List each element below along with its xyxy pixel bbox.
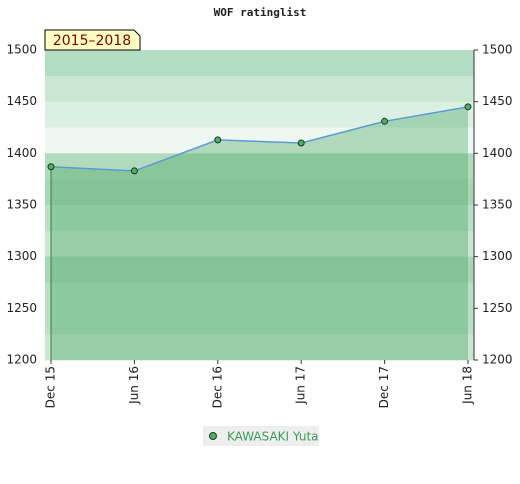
marker [381,117,389,125]
legend-marker [209,432,217,440]
band [45,334,474,361]
x-tick-label: Jun 18 [461,366,475,405]
band [45,205,474,232]
marker [214,136,222,144]
y2-tick-label: 1450 [482,94,513,108]
y-tick-label: 1300 [6,249,37,263]
marker [297,139,305,147]
x-tick-label: Jun 17 [294,366,308,405]
marker [47,163,55,171]
y-tick-label: 1400 [6,146,37,160]
period-box [44,29,141,51]
band [45,75,474,103]
band [45,50,474,77]
legend-box [203,426,319,446]
x-tick-label: Jun 16 [127,366,141,405]
band [45,153,474,180]
background-bands [45,50,474,361]
y-tick-label: 1450 [6,94,37,108]
y2-tick-label: 1300 [482,249,513,263]
y-tick-label: 1350 [6,198,37,212]
marker [464,103,472,111]
y2-tick-label: 1250 [482,301,513,315]
plot [47,103,472,360]
area [51,106,468,360]
y2-tick-label: 1500 [482,43,513,57]
y2-tick-label: 1200 [482,353,513,367]
band [45,256,474,283]
y-tick-label: 1200 [6,353,37,367]
band [45,308,474,335]
marker [130,167,138,175]
band [45,230,474,258]
y2-tick-label: 1350 [482,198,513,212]
x-tick-label: Dec 16 [210,366,224,408]
y-tick-label: 1250 [6,301,37,315]
band [45,101,474,128]
x-tick-label: Dec 17 [377,366,391,408]
series-line [50,106,469,172]
chart-title: WOF ratinglist [214,6,307,19]
band [45,127,474,154]
band [45,282,474,309]
period-label: 2015–2018 [53,33,131,49]
y2-tick-label: 1400 [482,146,513,160]
band [45,179,474,206]
x-tick-label: Dec 15 [44,366,58,408]
legend-label: KAWASAKI Yuta [227,430,319,444]
y-tick-label: 1500 [6,43,37,57]
